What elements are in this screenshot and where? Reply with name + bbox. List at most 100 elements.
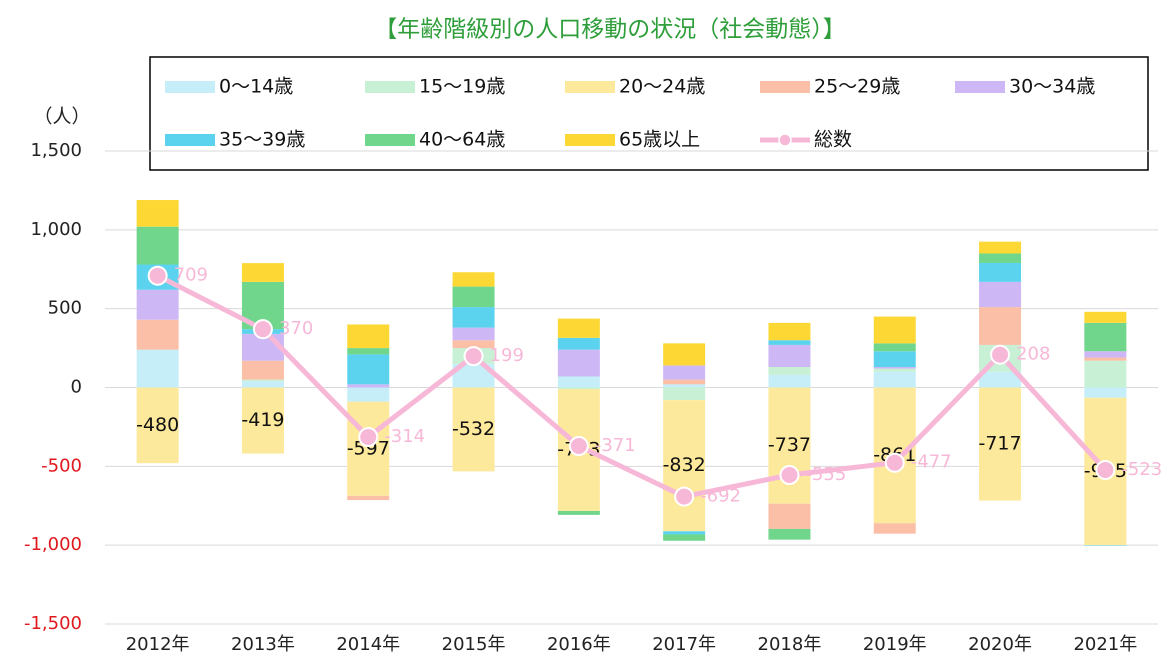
y-axis-label: （人） — [33, 106, 90, 128]
chart-title: 【年齢階級別の人口移動の状況（社会動態）】 — [374, 17, 846, 43]
bar-segment — [1084, 322, 1127, 352]
bar-segment — [452, 307, 495, 328]
bar-segment — [347, 348, 390, 355]
total-label: -371 — [595, 435, 636, 456]
legend-swatch — [760, 81, 810, 93]
x-tick-label: 2013年 — [231, 634, 295, 655]
bar-segment — [452, 340, 495, 349]
legend-swatch — [365, 134, 415, 146]
y-tick-label: 500 — [48, 298, 82, 319]
x-tick-label: 2012年 — [126, 634, 190, 655]
x-tick-label: 2020年 — [968, 634, 1032, 655]
total-marker — [990, 344, 1011, 365]
bar-segment — [241, 360, 284, 380]
data-label: -480 — [136, 414, 179, 436]
total-marker — [1095, 459, 1116, 480]
x-tick-label: 2014年 — [336, 634, 400, 655]
total-label: 208 — [1016, 344, 1050, 365]
bar-segment — [347, 401, 390, 496]
bar-segment — [557, 376, 600, 388]
total-marker — [779, 465, 800, 486]
total-label: -555 — [805, 464, 846, 485]
y-tick-label: 1,000 — [30, 219, 82, 240]
bar-segment — [768, 340, 811, 345]
data-label: -597 — [347, 437, 390, 459]
legend-label: 40～64歳 — [419, 129, 505, 151]
bar-segment — [557, 349, 600, 377]
bar-segment — [557, 387, 600, 390]
x-tick-label: 2016年 — [547, 634, 611, 655]
legend-label: 25～29歳 — [814, 76, 900, 98]
bar-segment — [347, 387, 390, 402]
bar-segment — [557, 318, 600, 338]
legend-swatch — [165, 134, 215, 146]
bar-segment — [452, 327, 495, 341]
total-label: 709 — [174, 265, 208, 286]
bar-segment — [663, 534, 706, 541]
bar-segment — [241, 387, 284, 454]
total-label: -477 — [911, 452, 952, 473]
bar-segment — [663, 365, 706, 380]
bar-segment — [1084, 351, 1127, 358]
bar-segment — [347, 354, 390, 385]
bar-segment — [979, 387, 1022, 501]
x-tick-label: 2015年 — [442, 634, 506, 655]
legend-label: 20～24歳 — [619, 76, 705, 98]
bar-segment — [663, 387, 706, 401]
data-label: -717 — [978, 433, 1021, 455]
total-label: -692 — [700, 486, 741, 507]
bar-segment — [1084, 357, 1127, 361]
bar-segment — [663, 343, 706, 366]
total-marker — [568, 435, 589, 456]
bar-segment — [873, 368, 916, 372]
total-label: -314 — [384, 426, 425, 447]
bar-segment — [452, 272, 495, 287]
legend-swatch — [365, 81, 415, 93]
bar-segment — [452, 387, 495, 472]
bar-segment — [873, 371, 916, 388]
y-tick-label: 1,500 — [30, 140, 82, 161]
x-tick-label: 2019年 — [863, 634, 927, 655]
total-marker — [884, 452, 905, 473]
total-label: 199 — [490, 345, 524, 366]
data-label: -532 — [452, 418, 495, 440]
y-tick-label: 0 — [71, 377, 82, 398]
total-marker — [674, 486, 695, 507]
bar-segment — [557, 510, 600, 515]
bar-segment — [979, 253, 1022, 263]
legend-label: 65歳以上 — [619, 129, 700, 151]
bar-segment — [136, 349, 179, 388]
bar-segment — [768, 322, 811, 341]
legend-label: 30～34歳 — [1009, 76, 1095, 98]
total-marker — [358, 427, 379, 448]
bar-segment — [663, 379, 706, 385]
legend-label: 35～39歳 — [219, 129, 305, 151]
bar-segment — [1084, 360, 1127, 388]
bar-segment — [979, 241, 1022, 254]
data-label: -737 — [768, 434, 811, 456]
bar-segment — [663, 384, 706, 388]
bar-segment — [241, 379, 284, 382]
bar-segment — [347, 495, 390, 501]
y-tick-label: -1,500 — [24, 613, 82, 634]
bar-segment — [347, 324, 390, 349]
legend-swatch — [565, 81, 615, 93]
bar-segment — [768, 367, 811, 375]
bar-segment — [136, 289, 179, 320]
bar-segment — [873, 367, 916, 369]
bar-segment — [347, 384, 390, 388]
x-tick-label: 2017年 — [652, 634, 716, 655]
bar-segment — [136, 226, 179, 265]
legend-label: 15～19歳 — [419, 76, 505, 98]
bar-segment — [1084, 387, 1127, 398]
bar-segment — [241, 381, 284, 388]
legend-label: 0～14歳 — [219, 76, 293, 98]
bar-segment — [136, 387, 179, 464]
bar-segment — [452, 286, 495, 308]
y-tick-label: -1,000 — [24, 534, 82, 555]
x-tick-label: 2021年 — [1073, 634, 1137, 655]
total-label: -523 — [1121, 459, 1162, 480]
bar-segment — [873, 316, 916, 344]
bar-segment — [768, 374, 811, 388]
legend-swatch — [565, 134, 615, 146]
